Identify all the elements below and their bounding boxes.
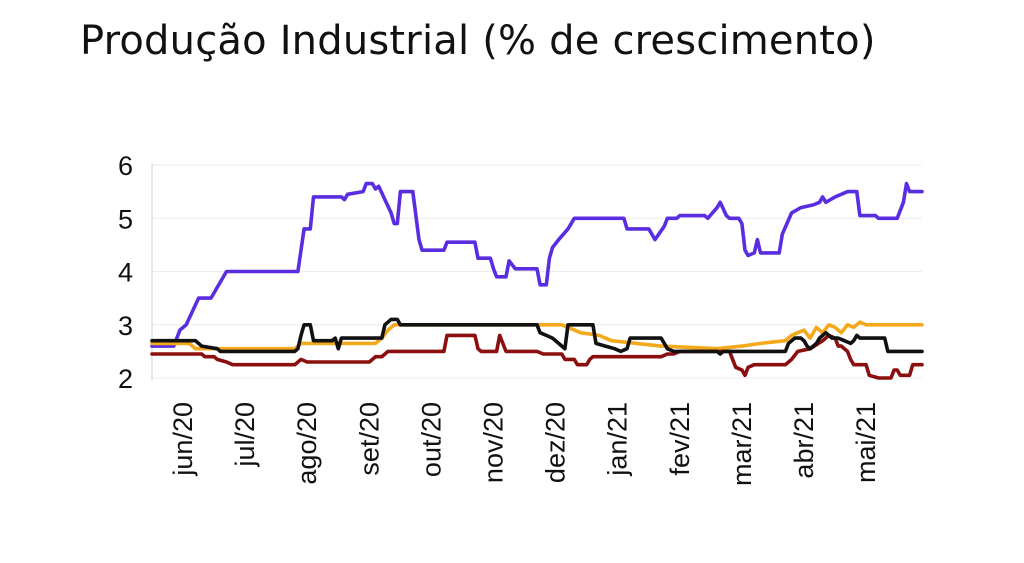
x-tick-group: out/20 xyxy=(416,402,446,477)
y-tick-label: 3 xyxy=(118,311,133,341)
x-tick-label: nov/20 xyxy=(479,402,509,483)
x-tick-group: set/20 xyxy=(354,402,384,476)
x-tick-group: fev/21 xyxy=(665,402,695,476)
series-line-2 xyxy=(150,320,924,351)
x-tick-label: set/20 xyxy=(354,402,384,476)
x-tick-group: jun/20 xyxy=(168,402,198,477)
series-line-3 xyxy=(150,333,924,380)
y-tick-label: 6 xyxy=(118,151,133,181)
x-tick-label: ago/20 xyxy=(292,402,322,485)
x-tick-group: mar/21 xyxy=(727,402,757,486)
series-line-1 xyxy=(150,181,924,348)
x-tick-label: jun/20 xyxy=(168,402,198,477)
y-tick-label: 5 xyxy=(118,204,133,234)
x-tick-label: mar/21 xyxy=(727,402,757,486)
x-tick-label: jan/21 xyxy=(603,402,633,477)
y-tick-label: 4 xyxy=(118,258,133,288)
chart-title: Produção Industrial (% de crescimento) xyxy=(80,18,876,64)
x-tick-labels: jun/20 jul/20 ago/20 set/20 out/20 nov/20 dez/… xyxy=(168,402,881,486)
series-lines xyxy=(150,181,924,380)
y-tick-label: 2 xyxy=(118,364,133,394)
x-tick-group: dez/20 xyxy=(541,402,571,483)
x-tick-label: fev/21 xyxy=(665,402,695,476)
x-tick-label: jul/20 xyxy=(230,402,260,468)
x-tick-label: mai/21 xyxy=(851,402,881,483)
x-tick-group: abr/21 xyxy=(789,402,819,479)
x-tick-label: abr/21 xyxy=(789,402,819,479)
x-tick-label: out/20 xyxy=(416,402,446,477)
x-tick-group: jul/20 xyxy=(230,402,260,468)
x-tick-group: nov/20 xyxy=(479,402,509,483)
y-tick-labels: 2 3 4 5 6 xyxy=(118,151,133,394)
x-tick-group: ago/20 xyxy=(292,402,322,485)
series-line-4 xyxy=(150,317,924,356)
x-tick-group: mai/21 xyxy=(851,402,881,483)
x-tick-label: dez/20 xyxy=(541,402,571,483)
x-tick-group: jan/21 xyxy=(603,402,633,477)
